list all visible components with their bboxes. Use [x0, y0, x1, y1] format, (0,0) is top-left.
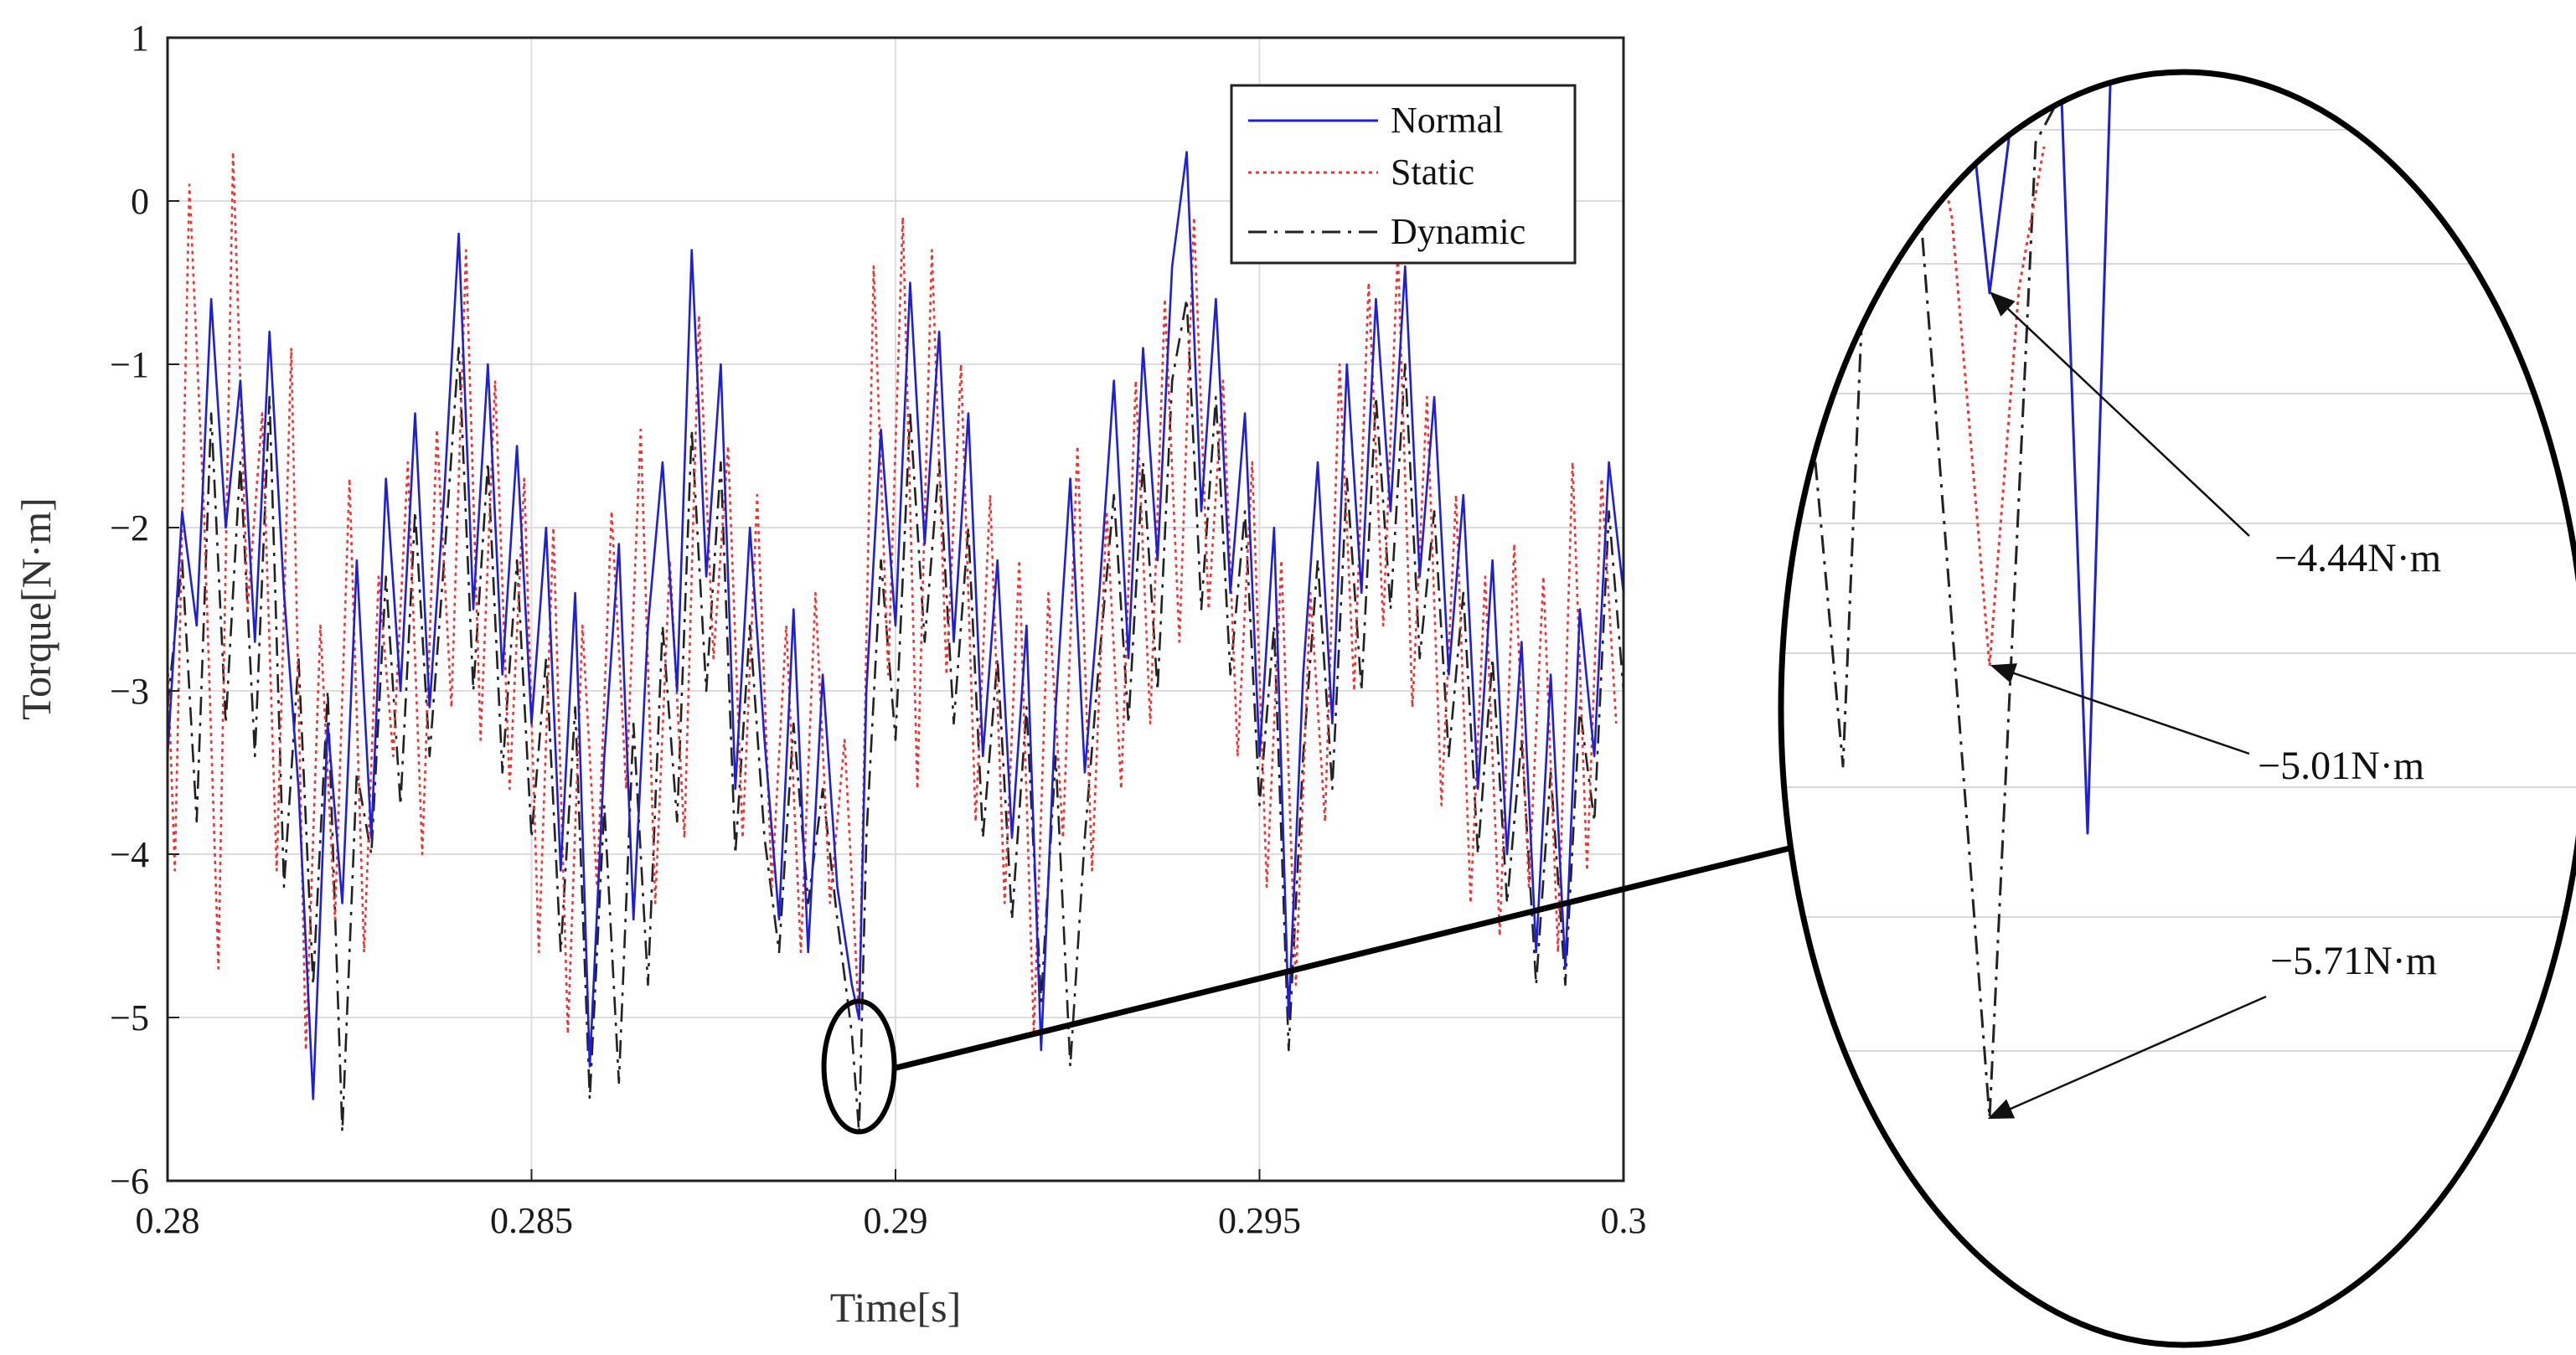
zoom-connector-line: [893, 844, 1794, 1071]
series-line-dynamic: [168, 297, 1624, 1135]
series-layer: [168, 151, 1624, 1135]
annotation-arrow: [1990, 663, 2250, 755]
y-tick-label: −5: [110, 997, 149, 1038]
series-line-static: [168, 151, 1618, 1052]
inset-content: [1781, 72, 2576, 1120]
y-tick-label: −2: [110, 507, 149, 549]
series-line-normal: [168, 151, 1624, 1100]
annotation-arrow: [1990, 291, 2250, 537]
y-axis-label: Torque[N·m]: [13, 497, 59, 720]
y-tick-label: −3: [110, 671, 149, 712]
x-tick-label: 0.285: [490, 1200, 573, 1241]
legend-label-normal: Normal: [1391, 100, 1503, 141]
inset-line-static: [1933, 133, 2046, 667]
y-tick-label: −1: [110, 344, 149, 385]
x-axis-label: Time[s]: [830, 1284, 962, 1331]
annotation-label: −5.01N·m: [2258, 744, 2424, 788]
y-tick-label: −4: [110, 834, 149, 875]
annotation-label: −4.44N·m: [2274, 536, 2441, 580]
y-tick-label: 1: [131, 18, 149, 59]
inset-line-dynamic: [1804, 79, 2071, 1120]
legend: Normal Static Dynamic: [1230, 84, 1577, 265]
x-tick-label: 0.3: [1601, 1200, 1647, 1241]
legend-label-static: Static: [1391, 152, 1474, 193]
inset-line-normal: [1971, 72, 2113, 835]
zoom-inset: −4.44N·m −5.01N·m −5.71N·m: [1778, 69, 2576, 1348]
tick-layer: 0.28 0.285 0.29 0.295 0.3 1 0 −1 −2 −3 −4 −5 −6: [110, 18, 1646, 1241]
x-tick-label: 0.295: [1218, 1200, 1301, 1241]
annotation-arrow: [1987, 995, 2267, 1120]
legend-box: [1230, 84, 1577, 265]
inset-annotations: −4.44N·m −5.01N·m −5.71N·m: [1987, 291, 2441, 1120]
x-tick-label: 0.28: [136, 1200, 200, 1241]
zoom-inset-ellipse: [1778, 69, 2576, 1348]
x-tick-label: 0.29: [864, 1200, 928, 1241]
y-tick-label: 0: [131, 181, 149, 222]
y-tick-label: −6: [110, 1161, 149, 1202]
legend-label-dynamic: Dynamic: [1391, 211, 1525, 252]
annotation-label: −5.71N·m: [2270, 939, 2437, 983]
